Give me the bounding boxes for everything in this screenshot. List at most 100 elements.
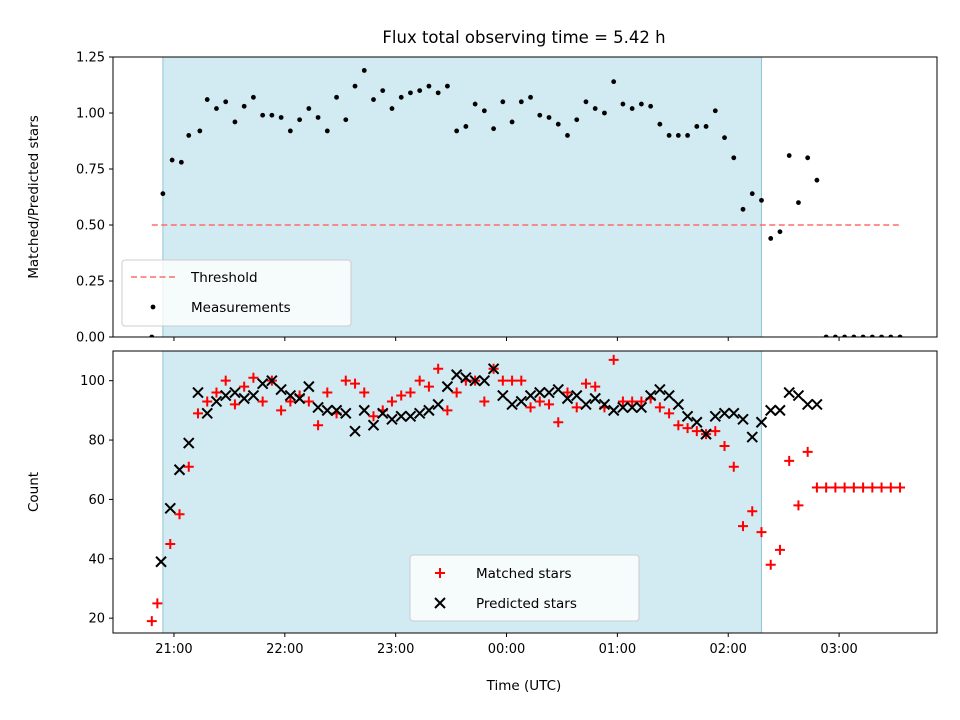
matched-star-point — [617, 396, 628, 407]
matched-star-point — [571, 402, 582, 413]
matched-star-point — [239, 381, 250, 392]
predicted-star-point — [460, 372, 472, 384]
measurement-point — [638, 101, 644, 107]
matched-star-point — [340, 375, 351, 386]
measurement-point — [232, 119, 238, 125]
predicted-star-point — [441, 380, 454, 393]
y-tick-label: 0.00 — [76, 331, 105, 346]
matched-star-point — [525, 402, 536, 413]
measurement-point — [537, 112, 543, 118]
measurement-point — [740, 206, 746, 212]
measurement-point — [685, 133, 690, 138]
measurement-point — [666, 133, 672, 138]
measurement-point — [574, 117, 580, 123]
measurement-point — [454, 128, 460, 134]
legend-measurements-label: Measurements — [191, 300, 291, 316]
predicted-star-point — [229, 386, 241, 399]
predicted-star-point — [534, 386, 546, 399]
predicted-star-point — [709, 410, 722, 423]
matched-star-point — [562, 387, 573, 398]
matched-star-point — [848, 482, 859, 493]
predicted-star-point — [450, 369, 463, 381]
matched-star-point — [497, 375, 508, 386]
y-tick-label: 60 — [88, 493, 105, 508]
matched-star-point — [183, 461, 194, 472]
measurement-point — [204, 97, 210, 102]
predicted-star-point — [589, 392, 601, 405]
matched-star-point — [257, 396, 268, 407]
measurement-point — [888, 334, 894, 337]
predicted-star-point — [746, 431, 758, 443]
measurement-point — [759, 197, 764, 203]
legend-measurements-swatch — [150, 304, 156, 310]
predicted-star-point — [644, 389, 657, 402]
matched-star-point — [386, 396, 397, 407]
matched-star-point — [664, 408, 675, 419]
predicted-star-point — [811, 398, 823, 411]
x-tick-label: 21:00 — [155, 642, 192, 657]
matched-star-point — [710, 426, 721, 437]
matched-star-point — [867, 482, 878, 493]
predicted-star-point — [413, 407, 426, 420]
matched-star-point — [359, 387, 370, 398]
legend-box — [121, 259, 352, 327]
predicted-star-point — [469, 374, 481, 387]
measurement-point — [463, 124, 469, 129]
predicted-star-point — [219, 389, 232, 402]
measurement-point — [620, 101, 626, 107]
predicted-star-point — [192, 386, 204, 399]
matched-star-point — [774, 544, 785, 555]
measurement-point — [528, 94, 533, 100]
matched-star-point — [516, 375, 527, 386]
measurement-point — [334, 94, 339, 100]
x-axis-label: Time (UTC) — [486, 678, 562, 694]
measurement-point — [851, 334, 857, 337]
matched-star-point — [285, 396, 296, 407]
predicted-star-point — [275, 383, 287, 396]
matched-star-point — [627, 396, 638, 407]
matched-star-point — [738, 521, 749, 532]
legend-matched-label: Matched stars — [476, 566, 572, 582]
measurement-point — [555, 121, 561, 127]
predicted-star-point — [349, 425, 361, 437]
measurement-point — [491, 126, 496, 132]
measurement-point — [860, 334, 866, 337]
x-tick-label: 00:00 — [488, 642, 525, 657]
matched-star-point — [220, 375, 231, 386]
matched-star-point — [673, 420, 684, 431]
plot-area — [149, 68, 903, 337]
legend-predicted-label: Predicted stars — [476, 596, 577, 612]
measurement-point — [398, 94, 404, 100]
matched-star-point — [146, 616, 157, 627]
predicted-star-point — [423, 404, 435, 417]
matched-star-point — [350, 378, 361, 389]
measurement-point — [832, 334, 838, 337]
measurement-point — [786, 153, 792, 158]
predicted-star-point — [321, 404, 334, 417]
matched-star-point — [802, 446, 813, 457]
predicted-star-point — [681, 410, 694, 423]
y-axis-label: Matched/Predicted stars — [26, 115, 42, 278]
predicted-star-point — [783, 386, 795, 399]
measurement-point — [160, 191, 166, 197]
predicted-star-point — [164, 502, 176, 515]
predicted-star-point — [303, 380, 315, 393]
predicted-star-point — [737, 413, 749, 425]
matched-star-point — [507, 375, 518, 386]
y-tick-label: 100 — [80, 374, 105, 389]
measurement-point — [371, 97, 376, 102]
measurement-point — [178, 159, 184, 165]
predicted-star-point — [607, 404, 620, 417]
predicted-star-point — [617, 401, 629, 414]
matched-star-point — [451, 387, 462, 398]
predicted-star-point — [580, 398, 592, 411]
matched-star-point — [691, 426, 702, 437]
measurement-point — [352, 83, 358, 89]
predicted-star-point — [266, 374, 278, 387]
measurement-point — [565, 133, 570, 138]
matched-star-point — [885, 482, 896, 493]
measurement-point — [417, 88, 423, 93]
legend-box — [409, 554, 640, 622]
measurement-point — [842, 334, 848, 337]
measurement-point — [149, 334, 155, 337]
